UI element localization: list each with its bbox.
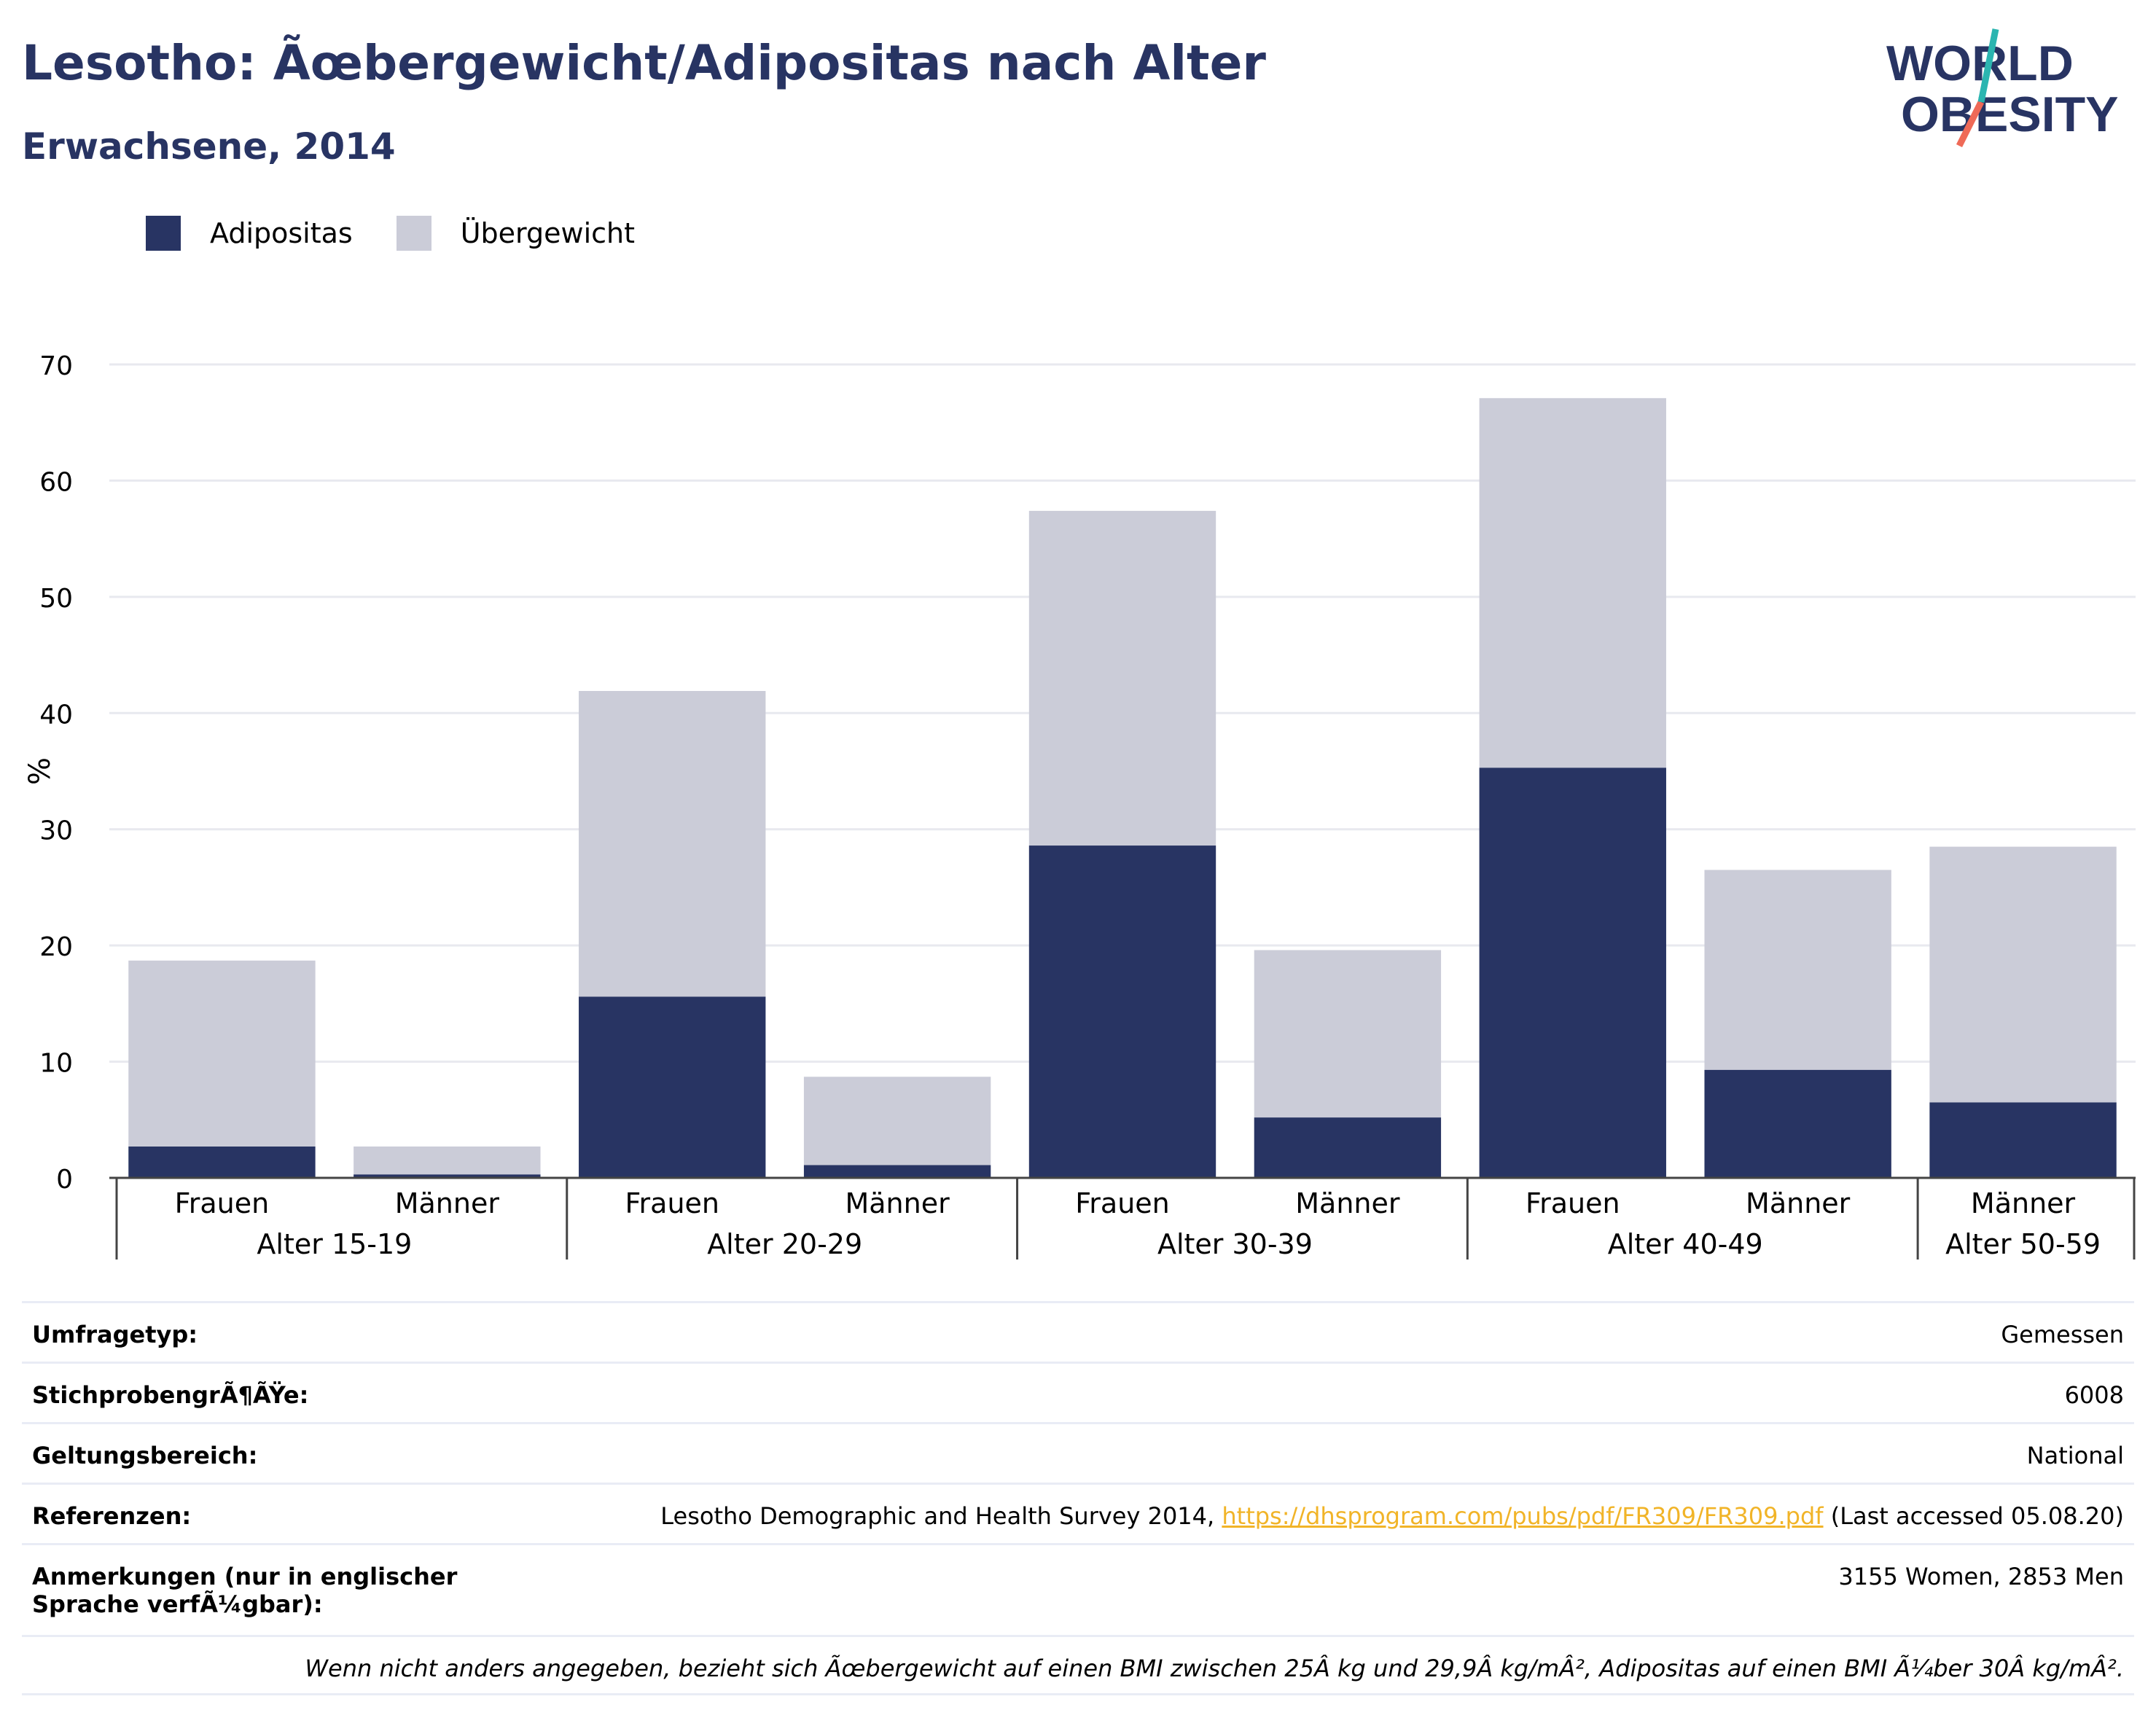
x-category-label: Männer (395, 1187, 500, 1219)
x-category-label: Männer (1971, 1187, 2076, 1219)
reference-suffix: (Last accessed 05.08.20) (1823, 1502, 2124, 1530)
info-row-sample-size: StichprobengrÃ¶ÃŸe: 6008 (22, 1362, 2134, 1422)
bar-uebergewicht (1704, 870, 1891, 1070)
legend-swatch-adipositas (146, 216, 181, 251)
y-tick-label: 0 (56, 1165, 73, 1195)
bar-adipositas (1929, 1102, 2117, 1178)
x-category-label: Frauen (1526, 1187, 1620, 1219)
x-category-label: Frauen (1075, 1187, 1170, 1219)
x-group-label: Alter 30-39 (1157, 1228, 1313, 1260)
y-tick-label: 50 (39, 584, 73, 614)
info-value: 3155 Women, 2853 Men (1838, 1563, 2124, 1590)
y-tick-label: 10 (39, 1049, 73, 1079)
bar-adipositas (1254, 1117, 1442, 1178)
y-tick-label: 40 (39, 700, 73, 730)
info-row-footnote: Wenn nicht anders angegeben, bezieht sic… (22, 1635, 2134, 1695)
reference-link[interactable]: https://dhsprogram.com/pubs/pdf/FR309/FR… (1222, 1502, 1824, 1530)
bar-uebergewicht (1028, 510, 1216, 846)
legend-swatch-uebergewicht (396, 216, 431, 251)
x-category-label: Männer (845, 1187, 950, 1219)
logo-line1: WORLD (1886, 36, 2074, 91)
info-value: Lesotho Demographic and Health Survey 20… (660, 1502, 2124, 1543)
bar-adipositas (1028, 845, 1216, 1178)
bar-adipositas (354, 1174, 541, 1178)
legend-label-uebergewicht: Übergewicht (460, 217, 635, 249)
chart-subtitle: Erwachsene, 2014 (22, 125, 396, 168)
bar-adipositas (579, 996, 766, 1178)
info-value: Gemessen (2001, 1321, 2124, 1348)
y-axis-label: % (23, 757, 57, 785)
bar-adipositas (803, 1165, 991, 1178)
x-group-label: Alter 40-49 (1608, 1228, 1763, 1260)
bar-chart: 0 10 20 30 40 50 60 70% Frauen Männer Frauen Männer… (23, 351, 2136, 1260)
info-row-coverage: Geltungsbereich: National (22, 1422, 2134, 1483)
world-obesity-logo: WORLD OBESITY (1886, 22, 2134, 153)
y-tick-label: 30 (39, 816, 73, 846)
info-value: 6008 (2064, 1381, 2124, 1409)
chart-title: Lesotho: Ãœbergewicht/Adipositas nach Al… (22, 35, 1266, 91)
info-row-survey-type: Umfragetyp: Gemessen (22, 1301, 2134, 1362)
x-group-label: Alter 15-19 (257, 1228, 412, 1260)
legend-item-adipositas: Adipositas (146, 216, 353, 251)
bar-adipositas (128, 1146, 316, 1178)
footnote: Wenn nicht anders angegeben, bezieht sic… (305, 1655, 2124, 1682)
info-row-references: Referenzen: Lesotho Demographic and Heal… (22, 1483, 2134, 1543)
x-category-label: Männer (1746, 1187, 1851, 1219)
legend: Adipositas Übergewicht (146, 216, 679, 251)
y-tick-label: 70 (39, 351, 73, 381)
info-label: StichprobengrÃ¶ÃŸe: (32, 1381, 309, 1409)
bar-uebergewicht (128, 960, 316, 1147)
info-row-notes: Anmerkungen (nur in englischer Sprache v… (22, 1543, 2134, 1635)
x-category-label: Frauen (175, 1187, 270, 1219)
y-tick-label: 60 (39, 467, 73, 497)
legend-label-adipositas: Adipositas (210, 217, 353, 249)
x-group-label: Alter 20-29 (707, 1228, 862, 1260)
bar-uebergewicht (354, 1146, 541, 1175)
info-label: Anmerkungen (nur in englischer Sprache v… (32, 1563, 458, 1618)
info-table: Umfragetyp: Gemessen StichprobengrÃ¶ÃŸe:… (22, 1301, 2134, 1695)
legend-item-uebergewicht: Übergewicht (396, 216, 635, 251)
y-tick-label: 20 (39, 932, 73, 962)
bar-uebergewicht (1254, 950, 1442, 1118)
bar-uebergewicht (1479, 398, 1666, 768)
info-label: Geltungsbereich: (32, 1442, 258, 1469)
bar-uebergewicht (803, 1077, 991, 1165)
logo-slash-teal (1977, 28, 1999, 103)
info-value: National (2026, 1442, 2124, 1469)
bar-adipositas (1704, 1069, 1891, 1178)
reference-text: Lesotho Demographic and Health Survey 20… (660, 1502, 1222, 1530)
x-group-label: Alter 50-59 (1945, 1228, 2101, 1260)
bar-uebergewicht (579, 690, 766, 997)
info-label: Referenzen: (32, 1502, 192, 1530)
x-category-label: Männer (1295, 1187, 1400, 1219)
bar-adipositas (1479, 768, 1666, 1178)
bar-uebergewicht (1929, 846, 2117, 1103)
x-category-label: Frauen (625, 1187, 719, 1219)
logo-slash-red (1956, 100, 1985, 148)
info-label: Umfragetyp: (32, 1321, 198, 1348)
logo-line2: OBESITY (1901, 87, 2119, 142)
